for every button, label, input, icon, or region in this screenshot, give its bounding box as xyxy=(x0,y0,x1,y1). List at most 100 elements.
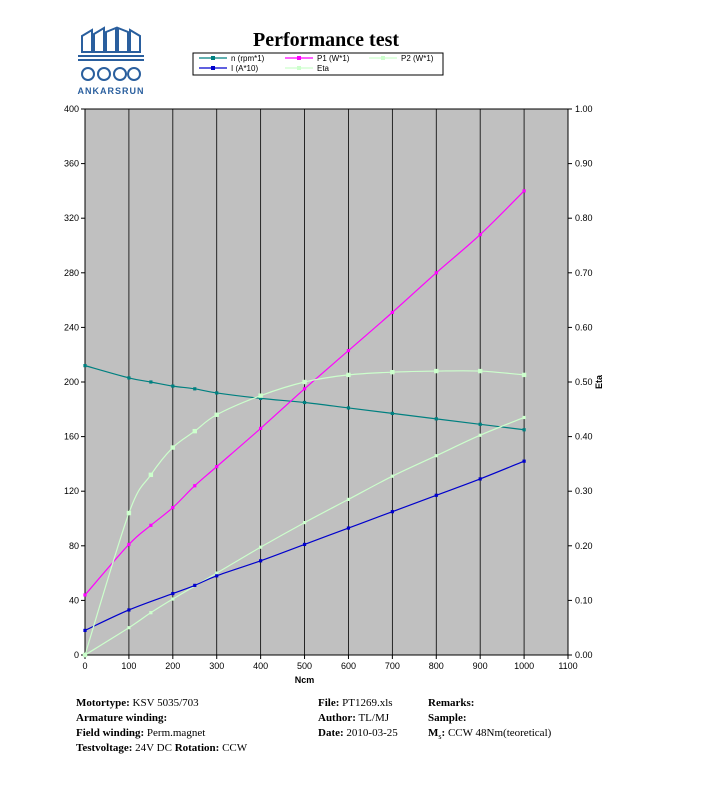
testvoltage-label: Testvoltage: xyxy=(76,742,133,754)
y-right-tick-label: 0.90 xyxy=(575,159,593,169)
x-tick-label: 700 xyxy=(385,661,400,671)
x-tick-label: 1000 xyxy=(514,661,534,671)
field-label: Field winding: xyxy=(76,727,145,739)
data-point xyxy=(193,484,197,488)
x-tick-label: 0 xyxy=(82,661,87,671)
data-point xyxy=(390,411,394,415)
data-point xyxy=(434,271,438,275)
motortype-value: KSV 5035/703 xyxy=(132,697,199,709)
data-point xyxy=(215,571,219,575)
field-value: Perm.magnet xyxy=(146,727,206,739)
data-point xyxy=(171,505,175,510)
data-point xyxy=(346,372,351,378)
y-right-tick-label: 0.40 xyxy=(575,432,593,442)
date-label: Date: xyxy=(318,727,344,739)
info-right: Remarks: Sample: Ms: CCW 48Nm(teoretical… xyxy=(428,696,551,741)
brand-logo: ANKARSRUN xyxy=(74,26,148,100)
y-right-tick-label: 1.00 xyxy=(575,104,593,114)
data-point xyxy=(193,387,197,391)
rotation-label: Rotation: xyxy=(174,742,220,754)
data-point xyxy=(522,189,526,193)
y-left-tick-label: 320 xyxy=(64,213,79,223)
data-point xyxy=(346,497,351,501)
data-point xyxy=(478,232,482,237)
data-point xyxy=(192,428,197,434)
y-left-tick-label: 0 xyxy=(74,650,79,660)
ms-sep: : xyxy=(441,727,446,739)
data-point xyxy=(346,349,351,353)
data-point xyxy=(215,465,219,469)
legend-marker xyxy=(381,56,385,60)
data-point xyxy=(434,417,438,421)
legend-marker xyxy=(211,66,215,70)
data-point xyxy=(434,454,438,458)
data-point xyxy=(127,626,131,630)
data-point xyxy=(302,387,307,391)
date-value: 2010-03-25 xyxy=(346,727,398,739)
ms-label: M xyxy=(428,727,439,739)
data-point xyxy=(302,400,307,405)
y-left-tick-label: 200 xyxy=(64,377,79,387)
file-value: PT1269.xls xyxy=(342,697,393,709)
data-point xyxy=(259,559,263,563)
y-right-tick-label: 0.00 xyxy=(575,650,593,660)
brand-name: ANKARSRUN xyxy=(77,86,145,96)
data-point xyxy=(171,591,175,596)
legend-label: Eta xyxy=(317,64,330,73)
data-point xyxy=(83,593,87,597)
series-line-3 xyxy=(84,460,525,631)
x-tick-label: 800 xyxy=(429,661,444,671)
data-point xyxy=(522,428,526,432)
data-point xyxy=(478,422,482,426)
armature-label: Armature winding: xyxy=(76,712,168,724)
data-point xyxy=(171,384,175,388)
data-point xyxy=(126,510,132,516)
y-left-tick-label: 120 xyxy=(64,486,79,496)
data-point xyxy=(302,379,307,385)
brand-emblem-icon xyxy=(78,26,144,81)
legend-label: P1 (W*1) xyxy=(317,54,350,63)
data-point xyxy=(215,574,219,578)
legend-label: P2 (W*1) xyxy=(401,54,434,63)
remarks-label: Remarks: xyxy=(428,697,475,709)
y-right-tick-label: 0.70 xyxy=(575,268,593,278)
sample-label: Sample: xyxy=(428,712,467,724)
y-right-tick-label: 0.50 xyxy=(575,377,593,387)
y-right-axis-label: Eta xyxy=(594,374,604,389)
data-point xyxy=(149,611,153,615)
y-right-tick-label: 0.10 xyxy=(575,595,593,605)
testvoltage-value: 24V DC xyxy=(135,742,172,754)
chart-title: Performance test xyxy=(253,29,399,51)
data-point xyxy=(434,493,438,497)
data-point xyxy=(390,369,395,375)
plot-area xyxy=(84,108,569,656)
author-label: Author: xyxy=(318,712,356,724)
x-tick-label: 1100 xyxy=(558,661,577,671)
data-point xyxy=(478,433,482,437)
x-tick-label: 500 xyxy=(297,661,312,671)
data-point xyxy=(83,628,87,633)
data-point xyxy=(259,545,263,549)
data-point xyxy=(390,474,394,478)
data-point xyxy=(521,372,527,378)
x-tick-label: 900 xyxy=(473,661,488,671)
data-point xyxy=(259,426,263,431)
x-tick-label: 600 xyxy=(341,661,356,671)
legend-marker xyxy=(297,66,301,70)
y-left-tick-label: 360 xyxy=(64,159,79,169)
file-label: File: xyxy=(318,697,340,709)
x-tick-label: 200 xyxy=(165,661,180,671)
data-point xyxy=(149,523,153,527)
data-point xyxy=(390,510,394,514)
data-point xyxy=(478,477,482,481)
data-point xyxy=(193,583,197,587)
data-point xyxy=(390,310,394,314)
data-point xyxy=(302,542,307,547)
ms-value: CCW 48Nm(teoretical) xyxy=(447,727,552,739)
data-point xyxy=(522,415,526,420)
data-point xyxy=(477,368,483,374)
y-right-tick-label: 0.30 xyxy=(575,486,593,496)
legend-label: n (rpm*1) xyxy=(231,54,265,63)
motortype-label: Motortype: xyxy=(76,697,130,709)
